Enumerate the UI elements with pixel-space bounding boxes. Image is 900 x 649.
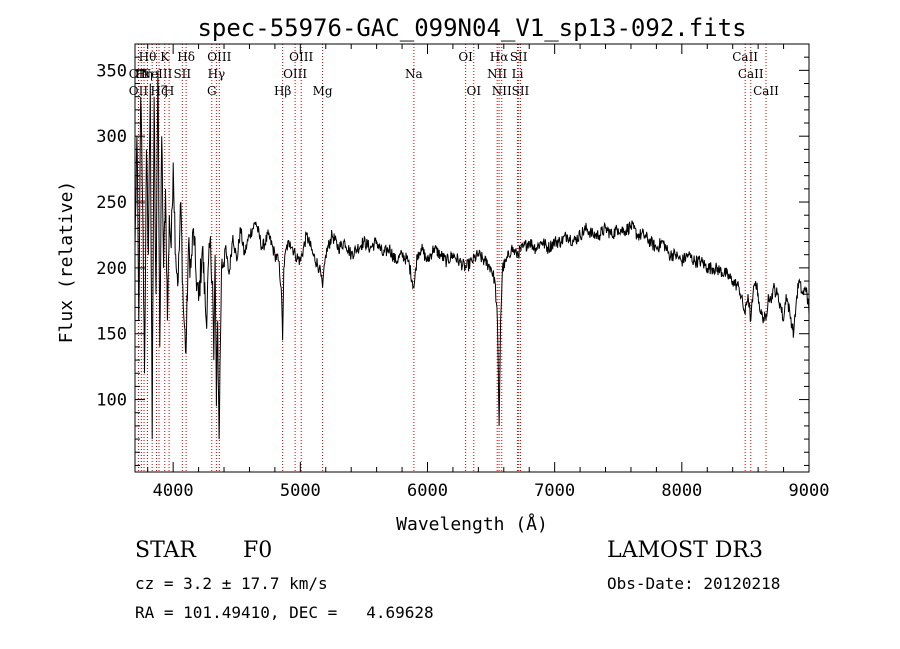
series-layer <box>134 70 810 440</box>
line-marker-label: G <box>207 84 217 98</box>
object-class: STAR <box>135 538 196 563</box>
x-tick-label: 5000 <box>280 481 321 501</box>
y-tick-label: 100 <box>96 391 127 411</box>
line-marker-label: SII <box>173 67 191 81</box>
y-tick-label: 150 <box>96 325 127 345</box>
line-marker-label: Mg <box>313 84 333 98</box>
line-marker-label: NeIII <box>141 67 173 81</box>
line-marker-label: Hζ <box>151 84 168 98</box>
redshift-text: cz = 3.2 ± 17.7 km/s <box>135 574 328 593</box>
series-line-flux <box>134 70 810 440</box>
line-marker-label: Hθ <box>139 50 157 64</box>
line-marker-label: OIII <box>207 50 231 64</box>
chart-title: spec-55976-GAC_099N04_V1_sp13-092.fits <box>197 14 746 42</box>
line-marker-label: CaII <box>753 84 779 98</box>
line-marker-label: Hδ <box>177 50 195 64</box>
line-marker-label: SII <box>512 84 530 98</box>
x-tick-label: 9000 <box>789 481 830 501</box>
line-marker-label: OI <box>466 84 481 98</box>
line-marker-label: Hβ <box>274 84 291 98</box>
y-tick-label: 300 <box>96 127 127 147</box>
x-tick-label: 8000 <box>661 481 702 501</box>
y-axis-label: Flux (relative) <box>56 181 77 344</box>
line-marker-label: Li <box>512 67 524 81</box>
line-marker-label: K <box>160 50 170 64</box>
y-tick-label: 250 <box>96 193 127 213</box>
line-marker-label: OIII <box>283 67 307 81</box>
x-axis-label: Wavelength (Å) <box>396 513 548 535</box>
line-marker-label: Hα <box>490 50 509 64</box>
plot-frame <box>134 43 810 473</box>
line-marker-label: H <box>164 84 174 98</box>
x-tick-label: 4000 <box>153 481 194 501</box>
line-marker-label: CaII <box>738 67 764 81</box>
line-marker-label: OI <box>458 50 473 64</box>
x-tick-label: 7000 <box>534 481 575 501</box>
line-marker-label: NII <box>492 84 512 98</box>
line-marker-label: CaII <box>732 50 758 64</box>
ra-dec-text: RA = 101.49410, DEC = 4.69628 <box>135 603 434 622</box>
x-tick-label: 6000 <box>407 481 448 501</box>
line-marker-label: SII <box>510 50 528 64</box>
survey-name: LAMOST DR3 <box>607 538 763 563</box>
y-tick-label: 200 <box>96 259 127 279</box>
y-tick-label: 350 <box>96 61 127 81</box>
line-marker-label: OIII <box>289 50 313 64</box>
object-subclass: F0 <box>243 538 273 563</box>
line-marker-label: Na <box>405 67 423 81</box>
line-marker-label: NII <box>487 67 507 81</box>
line-marker-label: Hγ <box>208 67 226 81</box>
line-marker-label: OII <box>129 84 149 98</box>
obs-date: Obs-Date: 20120218 <box>607 574 781 593</box>
axes: 4000 5000 6000 7000 8000 9000 100 150 200 250 300 3… <box>96 44 829 501</box>
